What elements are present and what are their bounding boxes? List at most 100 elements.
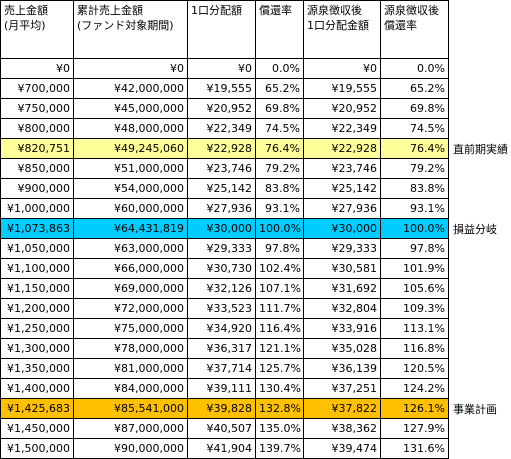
table-cell: ¥22,349 (304, 119, 381, 139)
table-cell: ¥900,000 (1, 179, 74, 199)
table-cell: 93.1% (381, 199, 449, 219)
table-cell: 76.4% (256, 139, 304, 159)
header-line: (ファンド対象期間) (77, 18, 184, 33)
table-cell: ¥1,000,000 (1, 199, 74, 219)
table-cell: 127.9% (381, 419, 449, 439)
row-note-empty (449, 259, 511, 279)
table-cell: 100.0% (381, 219, 449, 239)
table-cell: ¥36,139 (304, 359, 381, 379)
table-cell: ¥1,050,000 (1, 239, 74, 259)
header-line: 償還率 (259, 3, 300, 18)
table-cell: ¥20,952 (188, 99, 256, 119)
table-cell: 97.8% (381, 239, 449, 259)
row-note-empty (449, 99, 511, 119)
table-cell: ¥66,000,000 (74, 259, 188, 279)
table-cell: 65.2% (256, 79, 304, 99)
table-cell: ¥22,349 (188, 119, 256, 139)
table-cell: 116.8% (381, 339, 449, 359)
table-cell: ¥29,333 (304, 239, 381, 259)
table-cell: ¥63,000,000 (74, 239, 188, 259)
row-note-empty (449, 319, 511, 339)
table-cell: ¥1,425,683 (1, 399, 74, 419)
table-cell: ¥0 (304, 59, 381, 79)
table-cell: ¥75,000,000 (74, 319, 188, 339)
row-note-empty (449, 419, 511, 439)
table-cell: ¥33,523 (188, 299, 256, 319)
table-cell: 100.0% (256, 219, 304, 239)
table-cell: 126.1% (381, 399, 449, 419)
table-cell: ¥25,142 (304, 179, 381, 199)
table-cell: ¥35,028 (304, 339, 381, 359)
row-note-empty (449, 279, 511, 299)
table-cell: ¥81,000,000 (74, 359, 188, 379)
table-cell: ¥20,952 (304, 99, 381, 119)
header-line: 売上金額 (4, 3, 70, 18)
table-cell: ¥1,300,000 (1, 339, 74, 359)
table-cell: ¥49,245,060 (74, 139, 188, 159)
table-cell: ¥39,828 (188, 399, 256, 419)
header-line: 源泉徴収後 (384, 3, 445, 18)
table-cell: 111.7% (256, 299, 304, 319)
row-note: 損益分岐 (449, 219, 511, 239)
table-cell: 93.1% (256, 199, 304, 219)
column-header: 1口分配額 (188, 1, 256, 59)
column-header: 売上金額(月平均) (1, 1, 74, 59)
table-cell: ¥29,333 (188, 239, 256, 259)
table-cell: 97.8% (256, 239, 304, 259)
header-line: 1口分配金額 (307, 18, 377, 33)
table-cell: 76.4% (381, 139, 449, 159)
header-spacer (449, 1, 511, 59)
table-cell: ¥51,000,000 (74, 159, 188, 179)
table-cell: ¥27,936 (304, 199, 381, 219)
table-cell: ¥39,111 (188, 379, 256, 399)
table-cell: ¥25,142 (188, 179, 256, 199)
table-cell: ¥64,431,819 (74, 219, 188, 239)
table-cell: ¥0 (188, 59, 256, 79)
table-cell: ¥37,714 (188, 359, 256, 379)
table-cell: 120.5% (381, 359, 449, 379)
table-cell: ¥72,000,000 (74, 299, 188, 319)
table-cell: 74.5% (256, 119, 304, 139)
table-cell: ¥22,928 (188, 139, 256, 159)
table-cell: 107.1% (256, 279, 304, 299)
table-cell: ¥1,450,000 (1, 419, 74, 439)
table-cell: ¥78,000,000 (74, 339, 188, 359)
table-cell: ¥40,507 (188, 419, 256, 439)
table-cell: ¥42,000,000 (74, 79, 188, 99)
table-cell: ¥37,251 (304, 379, 381, 399)
table-cell: 83.8% (381, 179, 449, 199)
table-cell: ¥69,000,000 (74, 279, 188, 299)
row-note-empty (449, 339, 511, 359)
table-cell: 105.6% (381, 279, 449, 299)
table-cell: ¥23,746 (188, 159, 256, 179)
table-cell: ¥1,073,863 (1, 219, 74, 239)
table-cell: ¥750,000 (1, 99, 74, 119)
header-line: (月平均) (4, 18, 70, 33)
column-header: 償還率 (256, 1, 304, 59)
table-cell: ¥32,804 (304, 299, 381, 319)
table-cell: ¥1,200,000 (1, 299, 74, 319)
header-line: 1口分配額 (191, 3, 252, 18)
table-cell: ¥30,000 (188, 219, 256, 239)
table-cell: ¥19,555 (188, 79, 256, 99)
table-cell: ¥38,362 (304, 419, 381, 439)
row-note-empty (449, 179, 511, 199)
table-cell: ¥800,000 (1, 119, 74, 139)
row-note-empty (449, 159, 511, 179)
row-note-empty (449, 359, 511, 379)
table-cell: ¥1,350,000 (1, 359, 74, 379)
table-cell: ¥22,928 (304, 139, 381, 159)
table-cell: 102.4% (256, 259, 304, 279)
table-cell: ¥27,936 (188, 199, 256, 219)
table-cell: 135.0% (256, 419, 304, 439)
